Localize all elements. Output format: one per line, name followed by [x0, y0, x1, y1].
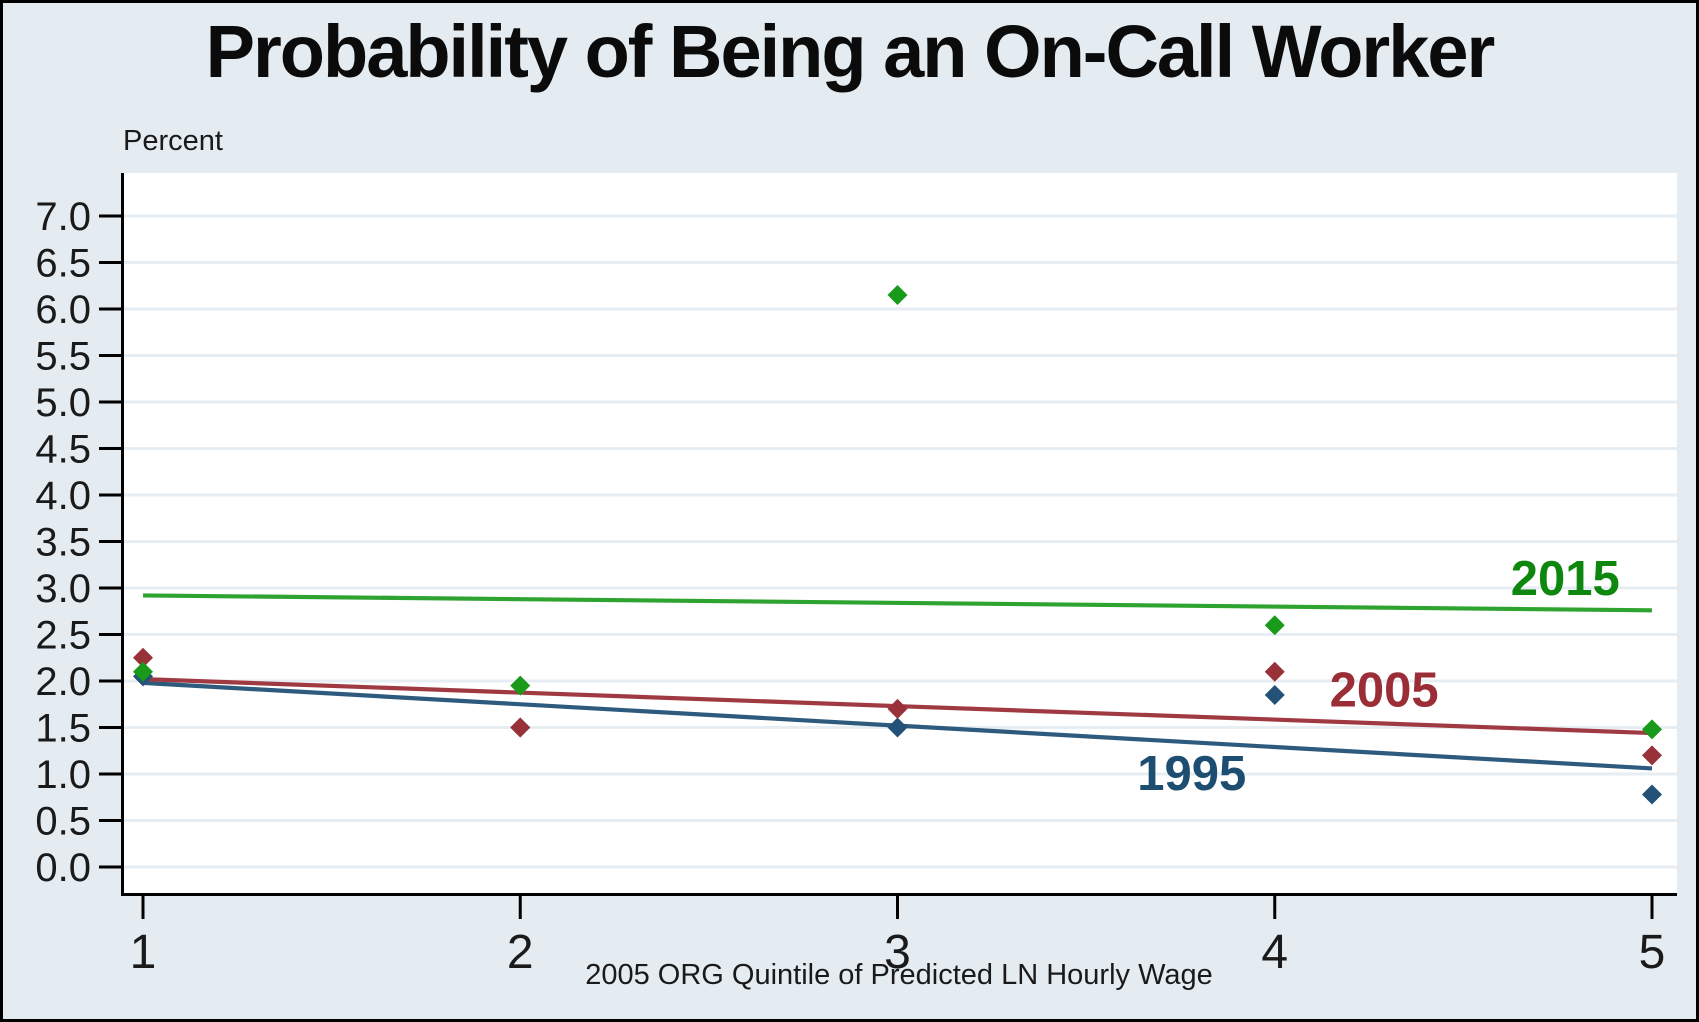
x-tick-label: 5: [1639, 926, 1666, 979]
plot-background: [121, 173, 1677, 896]
x-tick-label: 1: [130, 926, 157, 979]
y-tick-label: 4.5: [35, 428, 91, 472]
fit-line-2015: [142, 593, 1653, 613]
y-tick-label: 5.5: [35, 335, 91, 379]
data-point-2005-q2: [510, 717, 531, 738]
series-label-2015: 2015: [1511, 552, 1620, 606]
data-point-2005-q3: [887, 698, 908, 719]
data-point-2005-q4: [1264, 661, 1285, 682]
y-tick-label: 5.0: [35, 381, 91, 425]
data-point-2015-q5: [1642, 719, 1662, 740]
chart-title: Probability of Being an On-Call Worker: [205, 10, 1496, 93]
data-point-1995-q5: [1642, 784, 1662, 805]
y-tick-label: 6.0: [35, 288, 91, 332]
data-point-2015-q4: [1264, 615, 1285, 636]
data-point-2015-q1: [133, 661, 153, 682]
x-tick-label: 4: [1261, 926, 1288, 979]
y-tick-label: 3.0: [35, 567, 91, 611]
y-tick-label: 0.5: [35, 800, 91, 844]
y-tick-label: 2.5: [35, 614, 91, 658]
data-point-2005-q1: [133, 647, 153, 668]
y-tick-label: 3.5: [35, 521, 91, 565]
series-label-1995: 1995: [1137, 747, 1246, 801]
y-tick-label: 2.0: [35, 660, 91, 704]
plot-area: 0.00.51.01.52.02.53.03.54.04.55.05.56.06…: [35, 173, 1677, 979]
y-tick-label: 0.0: [35, 846, 91, 890]
data-point-1995-q3: [887, 717, 908, 738]
data-point-2015-q2: [510, 675, 531, 696]
y-tick-label: 1.5: [35, 707, 91, 751]
y-tick-label: 1.0: [35, 753, 91, 797]
x-tick-label: 3: [884, 926, 911, 979]
y-tick-label: 6.5: [35, 242, 91, 286]
data-point-2005-q5: [1642, 745, 1662, 766]
data-point-1995-q4: [1264, 684, 1285, 705]
y-tick-label: 7.0: [35, 195, 91, 239]
data-point-2015-q3: [887, 285, 908, 306]
series-label-2005: 2005: [1330, 664, 1439, 718]
y-axis-title: Percent: [123, 125, 223, 157]
y-tick-label: 4.0: [35, 474, 91, 518]
x-axis-title: 2005 ORG Quintile of Predicted LN Hourly…: [585, 959, 1213, 991]
x-tick-label: 2: [507, 926, 534, 979]
